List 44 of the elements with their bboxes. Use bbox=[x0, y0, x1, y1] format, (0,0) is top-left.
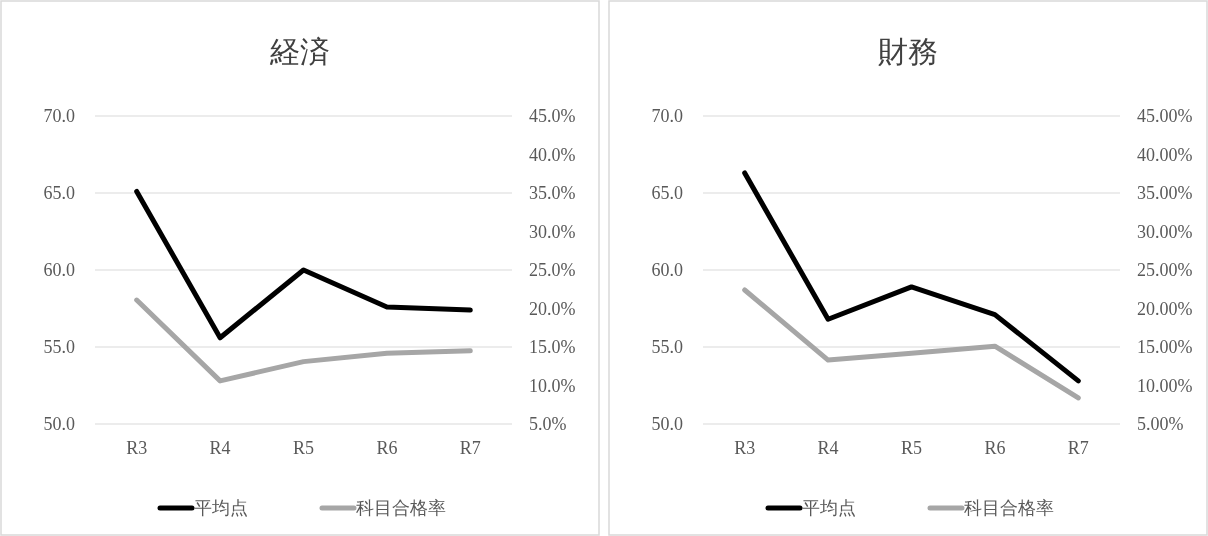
y2-tick-label: 35.0% bbox=[529, 183, 576, 203]
x-tick-label: R7 bbox=[459, 438, 481, 458]
y2-tick-label: 15.0% bbox=[529, 337, 576, 357]
y-tick-label: 70.0 bbox=[651, 106, 683, 126]
legend-label: 科目合格率 bbox=[356, 498, 446, 518]
y2-tick-label: 5.0% bbox=[529, 414, 567, 434]
y-tick-label: 65.0 bbox=[43, 183, 75, 203]
legend-label: 科目合格率 bbox=[964, 498, 1054, 518]
x-tick-label: R3 bbox=[734, 438, 756, 458]
y-tick-label: 60.0 bbox=[651, 260, 683, 280]
chart-title: 財務 bbox=[878, 35, 938, 68]
y2-tick-label: 25.0% bbox=[529, 260, 576, 280]
y2-tick-label: 20.0% bbox=[529, 298, 576, 319]
y2-tick-label: 10.0% bbox=[529, 375, 576, 396]
x-tick-label: R5 bbox=[292, 438, 315, 458]
y2-tick-label: 20.00% bbox=[1137, 298, 1193, 319]
y-tick-label: 50.0 bbox=[651, 414, 683, 434]
y2-tick-label: 25.00% bbox=[1137, 260, 1193, 280]
y2-tick-label: 45.0% bbox=[529, 106, 576, 126]
x-tick-label: R3 bbox=[126, 438, 148, 458]
x-tick-label: R4 bbox=[209, 438, 231, 458]
y2-tick-label: 10.00% bbox=[1137, 375, 1193, 396]
y2-tick-label: 40.0% bbox=[529, 144, 576, 165]
x-tick-label: R5 bbox=[900, 438, 923, 458]
legend-label: 平均点 bbox=[194, 498, 248, 518]
chart-title: 経済 bbox=[269, 35, 330, 68]
y-tick-label: 65.0 bbox=[651, 183, 683, 203]
y2-tick-label: 30.0% bbox=[529, 221, 576, 242]
y-tick-label: 55.0 bbox=[651, 337, 683, 357]
y2-tick-label: 15.00% bbox=[1137, 337, 1193, 357]
x-tick-label: R7 bbox=[1067, 438, 1089, 458]
y2-tick-label: 30.00% bbox=[1137, 221, 1193, 242]
y2-tick-label: 35.00% bbox=[1137, 183, 1193, 203]
legend-label: 平均点 bbox=[802, 498, 856, 518]
y-tick-label: 55.0 bbox=[43, 337, 75, 357]
x-tick-label: R6 bbox=[376, 438, 398, 458]
y-tick-label: 50.0 bbox=[43, 414, 75, 434]
y2-tick-label: 5.00% bbox=[1137, 414, 1184, 434]
y-tick-label: 60.0 bbox=[43, 260, 75, 280]
x-tick-label: R6 bbox=[984, 438, 1006, 458]
y2-tick-label: 40.00% bbox=[1137, 144, 1193, 165]
y2-tick-label: 45.00% bbox=[1137, 106, 1193, 126]
y-tick-label: 70.0 bbox=[43, 106, 75, 126]
x-tick-label: R4 bbox=[817, 438, 839, 458]
